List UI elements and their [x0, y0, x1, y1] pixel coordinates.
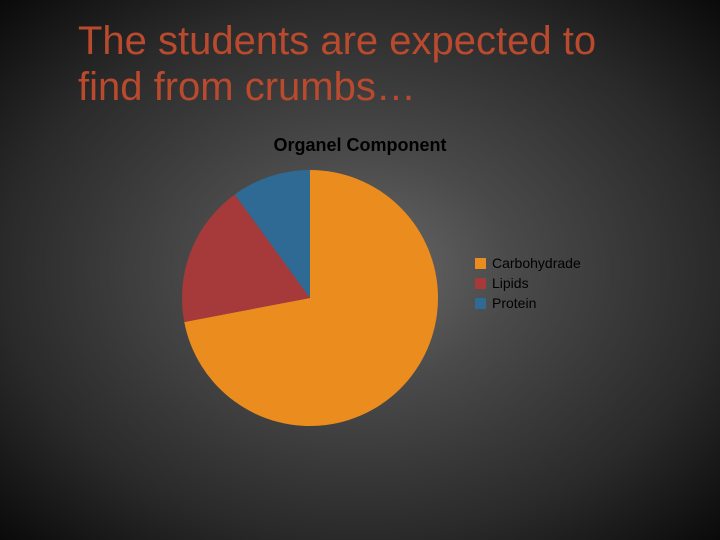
legend-swatch — [475, 258, 486, 269]
legend-label: Carbohydrade — [492, 255, 581, 271]
legend-label: Protein — [492, 295, 536, 311]
legend-swatch — [475, 298, 486, 309]
chart-legend: Carbohydrade Lipids Protein — [475, 255, 581, 315]
legend-item-1: Lipids — [475, 275, 581, 291]
legend-label: Lipids — [492, 275, 529, 291]
chart-title: Organel Component — [0, 135, 720, 156]
slide-title: The students are expected to find from c… — [78, 18, 658, 110]
legend-swatch — [475, 278, 486, 289]
pie-chart — [180, 168, 440, 428]
legend-item-2: Protein — [475, 295, 581, 311]
legend-item-0: Carbohydrade — [475, 255, 581, 271]
